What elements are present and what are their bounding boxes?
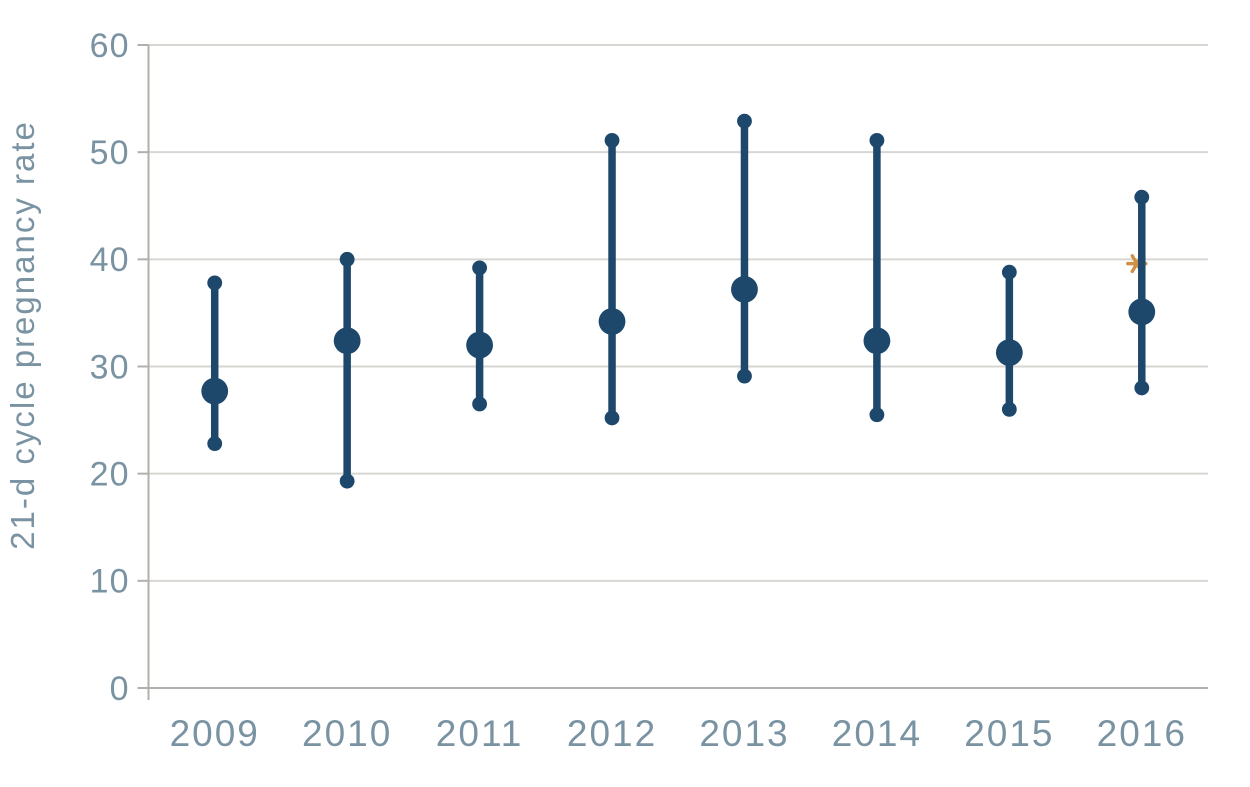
ci-upper-cap-2011: [472, 260, 487, 276]
x-tick-label-2014: 2014: [832, 713, 922, 754]
x-tick-label-2012: 2012: [567, 713, 657, 754]
estimate-dot-2014: [863, 327, 891, 355]
errorbar-2009: [201, 275, 229, 452]
estimate-dot-2011: [466, 331, 493, 359]
ci-upper-cap-2012: [604, 132, 620, 148]
ci-upper-cap-2015: [1001, 264, 1017, 280]
y-tick-label-20: 20: [90, 456, 130, 494]
x-tick-label-2011: 2011: [436, 713, 524, 754]
estimate-dot-2009: [201, 377, 229, 405]
ci-lower-cap-2015: [1001, 401, 1017, 417]
y-tick-label-40: 40: [90, 241, 130, 279]
errorbar-2012: [598, 132, 626, 426]
errorbar-2014: [863, 132, 891, 423]
ci-lower-cap-2009: [207, 436, 223, 452]
errorbar-2010: [333, 251, 361, 489]
estimate-dot-2013: [731, 275, 758, 303]
y-tick-label-10: 10: [90, 563, 130, 601]
ci-upper-cap-2010: [339, 251, 355, 267]
estimate-dot-2016: [1128, 298, 1156, 326]
errorbar-2013: [731, 113, 758, 384]
errorbar-2011: [466, 260, 493, 412]
estimate-dot-2015: [995, 339, 1023, 366]
ci-lower-cap-2014: [869, 407, 885, 423]
x-tick-label-2009: 2009: [170, 713, 260, 754]
y-tick-label-0: 0: [110, 670, 130, 708]
x-tick-label-2016: 2016: [1097, 713, 1187, 754]
ci-upper-cap-2014: [869, 132, 885, 148]
ci-lower-cap-2016: [1134, 380, 1150, 396]
x-tick-label-2015: 2015: [964, 713, 1054, 754]
y-axis-title: 21-d cycle pregnancy rate: [4, 120, 41, 550]
y-tick-label-30: 30: [90, 348, 130, 386]
estimate-dot-2010: [333, 327, 361, 355]
ci-lower-cap-2013: [737, 368, 752, 384]
x-tick-label-2013: 2013: [699, 713, 789, 754]
ci-upper-cap-2009: [207, 275, 223, 291]
ci-upper-cap-2013: [737, 113, 752, 129]
ci-lower-cap-2011: [472, 396, 487, 412]
errorbar-2016: [1126, 189, 1156, 396]
errorbar-2015: [995, 264, 1023, 417]
x-tick-label-2010: 2010: [302, 713, 392, 754]
y-tick-label-60: 60: [90, 27, 130, 65]
ci-upper-cap-2016: [1134, 189, 1150, 205]
ci-lower-cap-2012: [604, 410, 620, 426]
y-tick-label-50: 50: [90, 134, 130, 172]
estimate-dot-2012: [598, 308, 626, 335]
ci-lower-cap-2010: [339, 473, 355, 489]
